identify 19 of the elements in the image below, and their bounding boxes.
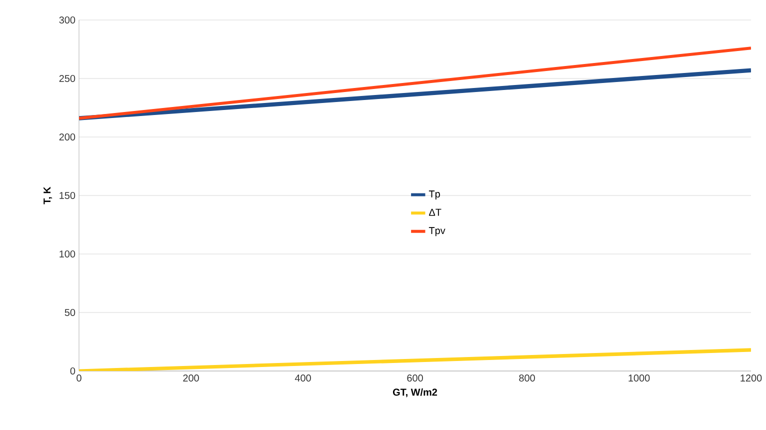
x-axis-title: GT, W/m2: [392, 388, 438, 398]
legend-label: ΔT: [429, 208, 442, 216]
x-tick-label: 200: [183, 374, 199, 382]
y-tick-label: 100: [60, 250, 76, 258]
y-tick-label: 50: [64, 308, 76, 316]
x-tick-label: 600: [407, 374, 423, 382]
legend-label: Tp: [428, 190, 440, 200]
y-tick-label: 250: [59, 74, 76, 82]
x-tick-label: 0: [76, 374, 82, 382]
y-tick-label: 200: [59, 133, 76, 141]
x-tick-label: 1000: [628, 374, 650, 382]
legend-label: Tpv: [428, 227, 446, 236]
x-tick-label: 1200: [740, 374, 762, 382]
y-tick-label: 300: [59, 16, 76, 24]
y-tick-label: 0: [70, 367, 76, 375]
y-axis-title: T, K: [44, 186, 52, 204]
x-tick-label: 400: [294, 374, 311, 382]
y-tick-label: 150: [60, 192, 76, 200]
x-tick-label: 800: [519, 374, 535, 382]
